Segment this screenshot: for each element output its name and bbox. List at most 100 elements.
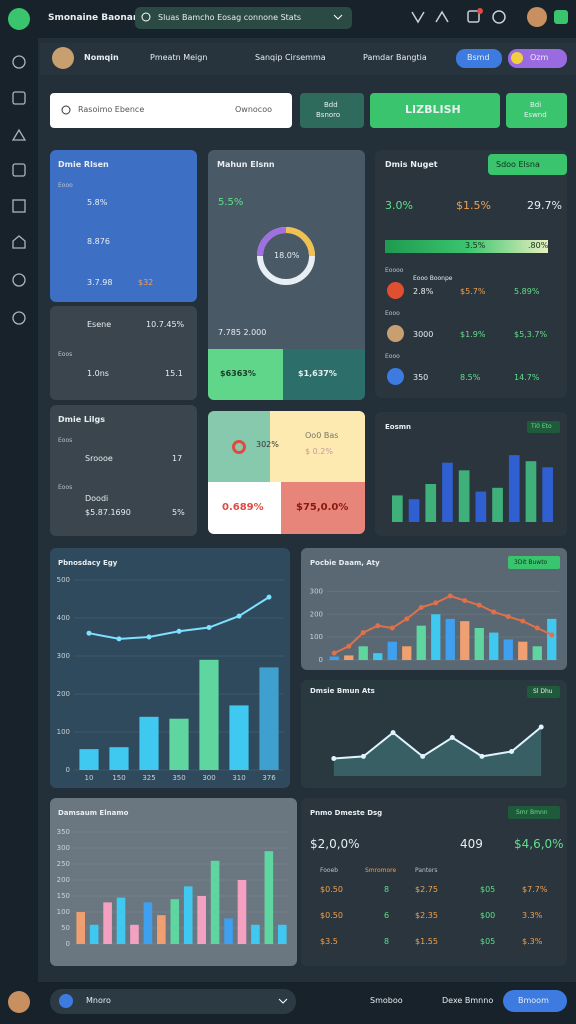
value: 409 (460, 837, 483, 851)
tile (281, 482, 365, 534)
button-label: Bdd (324, 101, 338, 109)
point (433, 600, 439, 606)
dropdown-label: Sdoo Elsna (496, 160, 540, 169)
search-icon (61, 105, 71, 115)
point (505, 614, 511, 620)
cell: 8 (384, 937, 390, 946)
avatar[interactable] (527, 7, 547, 27)
avatar[interactable] (52, 47, 74, 69)
progress-label: 3.5% (465, 241, 486, 250)
point (509, 749, 515, 754)
cell: $0.50 (320, 911, 343, 920)
avatar[interactable] (8, 991, 30, 1013)
badge (527, 686, 560, 698)
bar (224, 918, 233, 944)
value: 15.1 (165, 369, 183, 378)
x-tick-label: 350 (172, 774, 185, 782)
value: $1.5% (456, 199, 491, 212)
nav-icon[interactable] (11, 128, 27, 141)
tab[interactable]: Pmeatn Meign (150, 53, 208, 62)
row-icon (387, 368, 404, 385)
progress-bar (385, 240, 548, 253)
button-label: Bsnoro (316, 111, 341, 119)
point (375, 623, 381, 629)
label: Eoos (58, 484, 73, 491)
search-input[interactable] (50, 93, 292, 128)
nav-icon[interactable] (12, 163, 26, 177)
card-title: Pbnosdacy Egy (58, 559, 118, 567)
cell: $.3% (522, 937, 543, 946)
icon[interactable] (492, 10, 506, 24)
tab[interactable]: Sanqip Cirsemma (255, 53, 326, 62)
cell: $0.50 (320, 885, 343, 894)
card-title: Dmis Nuget (385, 160, 438, 169)
bar (408, 499, 420, 522)
button[interactable] (370, 93, 500, 128)
value: $2,0,0% (310, 837, 360, 851)
tile (270, 411, 365, 482)
icon[interactable] (435, 10, 449, 23)
nav-icon[interactable] (12, 311, 26, 325)
icon (232, 440, 246, 454)
button[interactable] (503, 990, 567, 1012)
value: 29.7% (527, 199, 562, 212)
bar (508, 455, 520, 522)
bar (210, 860, 220, 944)
badge-label: Sl Dhu (533, 688, 553, 695)
bar (445, 618, 455, 660)
bar (489, 632, 499, 660)
nav-icon[interactable] (12, 91, 26, 105)
search-box[interactable] (135, 7, 352, 29)
label: Eooo (385, 353, 400, 360)
nav-icon[interactable] (12, 235, 26, 249)
point (346, 643, 352, 649)
button[interactable] (506, 93, 567, 128)
tab[interactable]: Pamdar Bangtia (363, 53, 427, 62)
column-header: Smromore (365, 867, 397, 874)
bar (103, 902, 112, 944)
toggle[interactable] (508, 49, 567, 68)
value: 10.7.45% (146, 320, 185, 329)
bar-chart: 0 50 100 150 200 250 300 350 (57, 828, 289, 948)
button[interactable] (300, 93, 364, 128)
nav-icon[interactable] (12, 199, 26, 213)
value: 0.689% (222, 502, 264, 513)
y-tick-label: 100 (57, 728, 70, 736)
dropdown[interactable] (50, 989, 296, 1014)
point (479, 753, 485, 759)
label: Eooo (58, 182, 73, 189)
nav-icon[interactable] (12, 55, 26, 69)
y-tick-label: 150 (57, 892, 70, 900)
label: Oo0 Bas (305, 431, 339, 440)
point (266, 594, 272, 600)
value: 3.7.98 (87, 278, 113, 287)
button[interactable] (456, 49, 502, 68)
y-tick-label: 200 (310, 610, 323, 618)
icon[interactable] (411, 11, 425, 24)
bar (542, 467, 553, 522)
x-tick-label: 10 (85, 774, 94, 782)
icon[interactable] (467, 10, 480, 23)
app-icon[interactable] (554, 10, 568, 24)
value: 5% (172, 508, 185, 517)
bar (373, 653, 383, 660)
logo[interactable] (8, 8, 30, 30)
menu-item[interactable]: Smoboo (370, 996, 403, 1005)
bar (442, 462, 453, 522)
point (389, 625, 395, 631)
y-tick-label: 100 (310, 633, 323, 641)
point (534, 625, 540, 631)
bar (143, 902, 153, 944)
tile (208, 482, 281, 534)
cell: $05 (480, 885, 496, 894)
column-header: Fooeb (320, 867, 339, 874)
bar (358, 646, 368, 660)
bar (277, 924, 287, 944)
y-tick-label: 500 (57, 576, 70, 584)
chevron (333, 14, 343, 20)
nav-icon[interactable] (12, 273, 26, 287)
menu-item[interactable]: Dexe Bmnno (442, 996, 494, 1005)
cell: 3.3% (522, 911, 543, 920)
dropdown[interactable] (488, 154, 567, 175)
